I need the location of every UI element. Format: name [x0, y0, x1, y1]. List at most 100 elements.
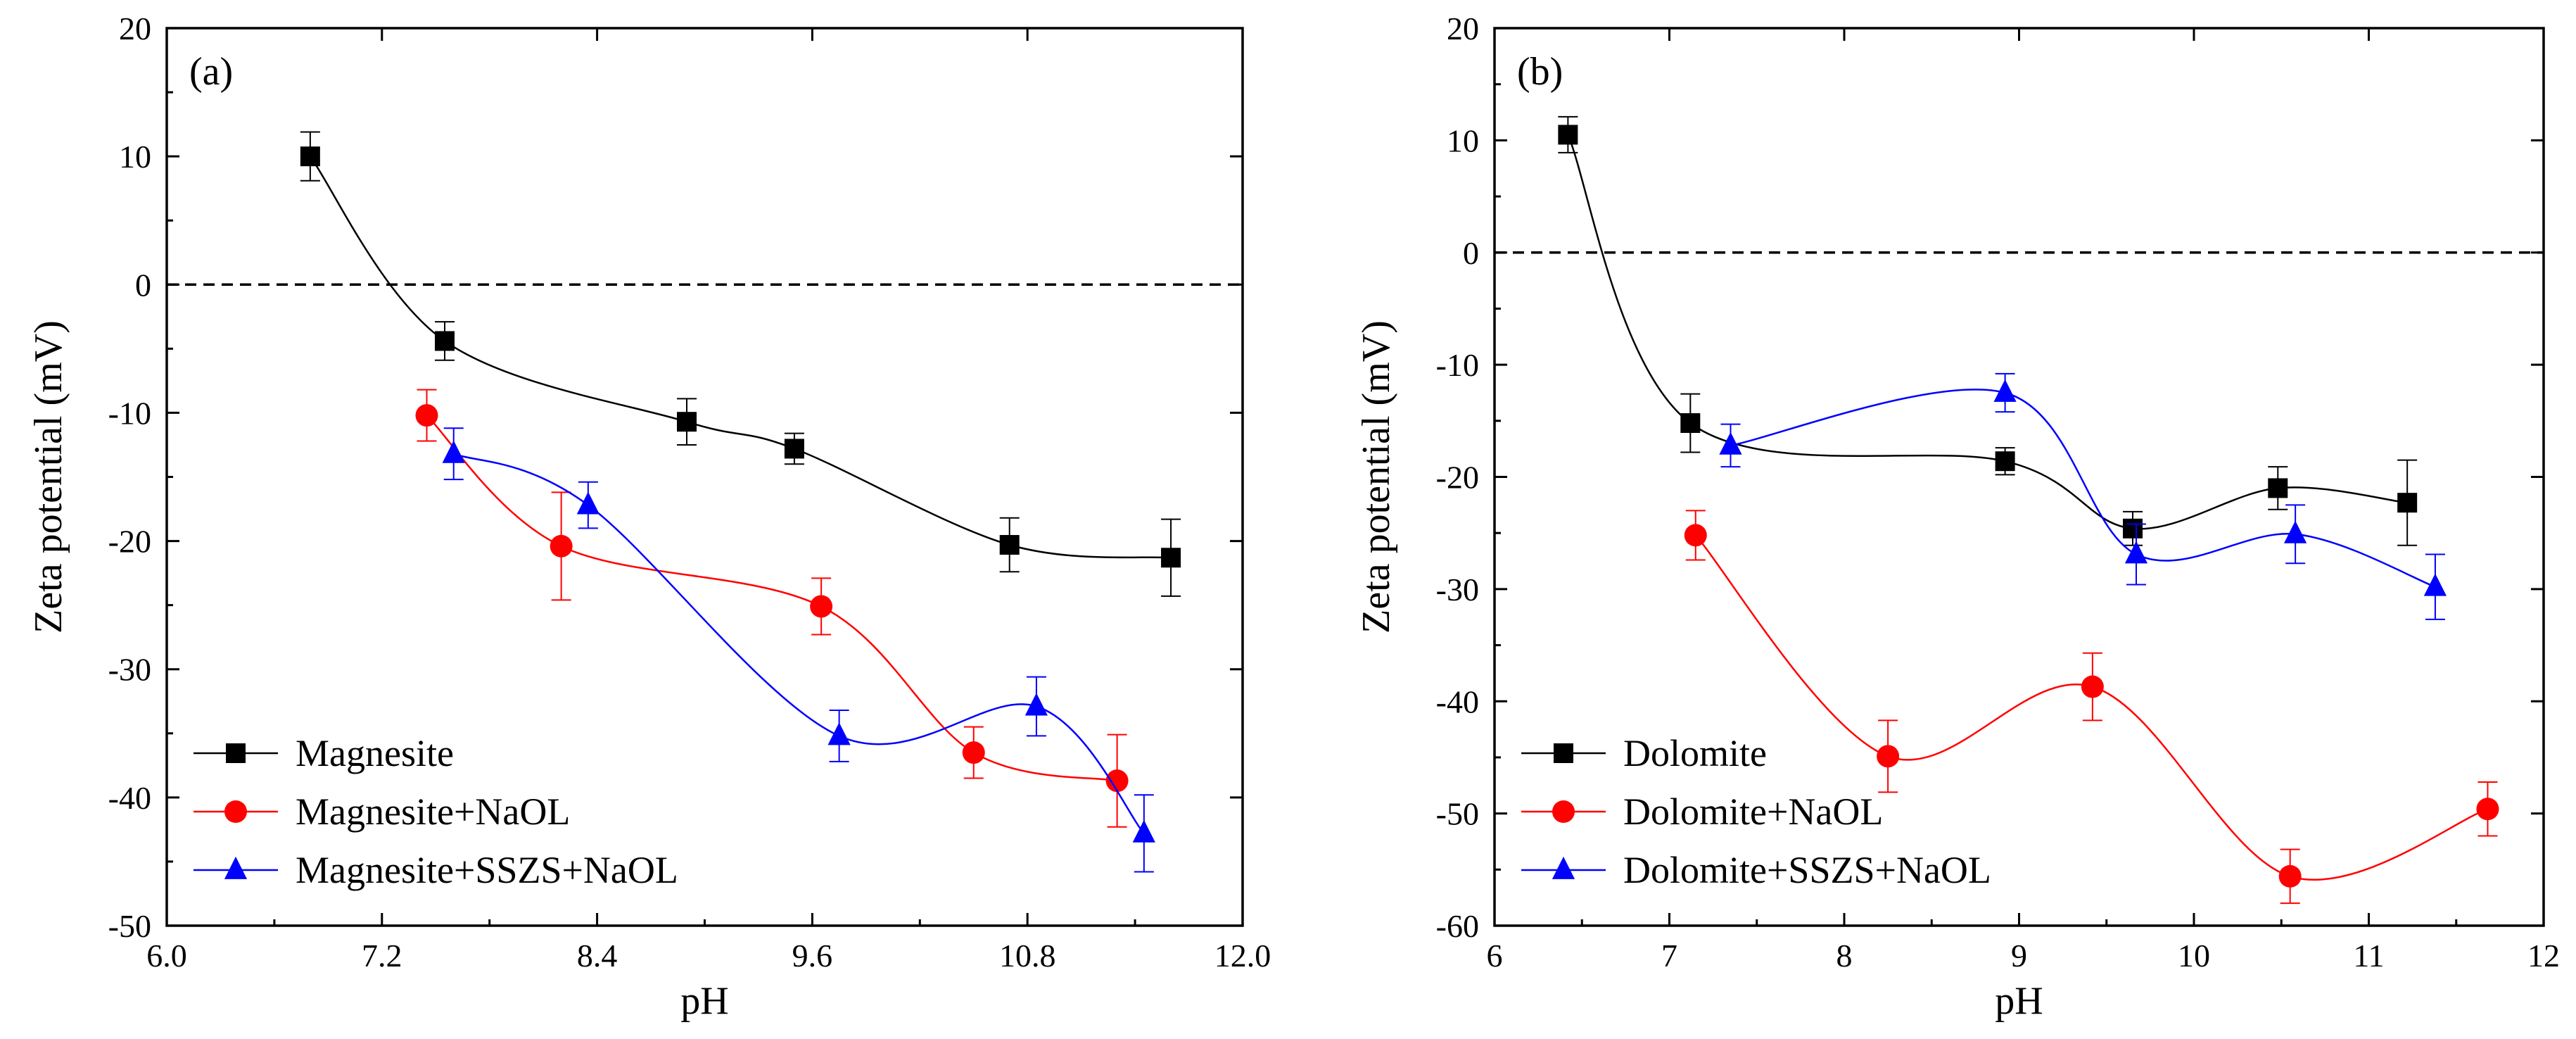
fit-curve — [1567, 134, 2408, 530]
y-tick-label: -10 — [108, 395, 151, 431]
panel-label: (b) — [1517, 50, 1563, 94]
panel-label: (a) — [189, 50, 233, 94]
series-magnesite-sszs-naol — [442, 427, 1155, 873]
legend-label: Dolomite+SSZS+NaOL — [1623, 849, 1991, 891]
y-tick-label: 0 — [135, 267, 151, 303]
data-point — [2124, 541, 2148, 564]
data-point — [677, 412, 697, 432]
x-tick-label: 10.8 — [999, 938, 1056, 974]
x-tick-label: 8.4 — [577, 938, 618, 974]
fit-curve — [309, 156, 1172, 559]
data-point — [2397, 493, 2418, 513]
legend-marker — [226, 743, 246, 763]
data-point — [1993, 379, 2017, 402]
fit-curve — [426, 415, 1117, 782]
y-axis-title: Zeta potential (mV) — [1354, 320, 1398, 634]
x-axis-title: pH — [1995, 979, 2043, 1023]
legend: Magnesite Magnesite+NaOL Magnesite+SSZS+Na… — [193, 732, 678, 891]
legend-marker — [224, 800, 247, 823]
x-tick-label: 9 — [2011, 938, 2027, 974]
data-point — [1161, 548, 1181, 568]
data-point — [1877, 745, 1900, 768]
data-point — [2278, 864, 2302, 888]
x-tick-label: 10 — [2178, 938, 2210, 974]
legend-label: Magnesite+SSZS+NaOL — [296, 849, 678, 891]
legend: Dolomite Dolomite+NaOL Dolomite+SSZS+NaOL — [1521, 732, 1991, 891]
y-tick-label: -40 — [1436, 684, 1479, 719]
y-tick-label: -10 — [1436, 347, 1479, 383]
x-tick-label: 6 — [1487, 938, 1503, 974]
data-point — [1995, 451, 2015, 472]
y-axis: 20 10 0 -10 -20 -30 -40 -50 -60 — [1436, 11, 2544, 944]
x-tick-label: 7 — [1661, 938, 1677, 974]
y-tick-label: -40 — [108, 780, 151, 816]
data-point — [1684, 524, 1707, 547]
series-magnesite — [300, 131, 1181, 597]
data-point — [1558, 125, 1578, 145]
y-tick-label: 20 — [119, 11, 151, 46]
legend-label: Magnesite — [296, 732, 454, 774]
data-point — [550, 534, 573, 558]
data-point — [576, 491, 599, 515]
chart-panel-a: 6.0 7.2 8.4 9.6 10.8 12.0 20 10 0 -10 -20 -30 -40 -50… — [27, 11, 1271, 1023]
data-point — [300, 146, 320, 167]
x-axis: 6.0 7.2 8.4 9.6 10.8 12.0 — [146, 28, 1271, 974]
data-point — [2268, 478, 2288, 498]
x-tick-label: 12 — [2527, 938, 2560, 974]
chart-panel-b: 6 7 8 9 10 11 12 20 10 0 -10 -20 -30 -40 -50 -60 pH Zeta … — [1354, 11, 2560, 1023]
y-tick-label: 10 — [1447, 122, 1479, 158]
legend-label: Dolomite+NaOL — [1623, 791, 1883, 833]
data-point — [442, 440, 465, 463]
legend-marker — [1552, 856, 1575, 879]
fit-curve — [1730, 389, 2436, 588]
y-tick-label: -50 — [1436, 796, 1479, 832]
data-point — [434, 331, 455, 351]
data-point — [999, 535, 1020, 555]
x-tick-label: 12.0 — [1214, 938, 1271, 974]
series-dolomite-sszs-naol — [1719, 372, 2447, 620]
data-point — [784, 439, 804, 459]
data-point — [1105, 769, 1129, 793]
series-magnesite-naol — [415, 389, 1129, 828]
data-point — [962, 741, 985, 764]
x-axis-title: pH — [680, 979, 728, 1023]
data-point — [1024, 693, 1048, 716]
data-point — [415, 404, 438, 427]
y-tick-label: 10 — [119, 139, 151, 175]
data-point — [2423, 573, 2447, 596]
legend-label: Magnesite+NaOL — [296, 791, 570, 833]
y-tick-label: 20 — [1447, 11, 1479, 46]
x-tick-label: 7.2 — [362, 938, 402, 974]
y-tick-label: 0 — [1463, 235, 1479, 271]
legend-label: Dolomite — [1623, 732, 1767, 774]
legend-marker — [224, 856, 248, 879]
y-axis: 20 10 0 -10 -20 -30 -40 -50 — [108, 11, 1243, 944]
x-tick-label: 6.0 — [146, 938, 187, 974]
x-tick-label: 9.6 — [792, 938, 833, 974]
data-point — [1132, 819, 1155, 843]
y-tick-label: -50 — [108, 908, 151, 944]
data-point — [827, 722, 851, 745]
data-point — [1719, 432, 1742, 455]
y-tick-label: -30 — [108, 652, 151, 688]
data-point — [2284, 520, 2307, 543]
data-point — [2476, 798, 2499, 821]
y-tick-label: -30 — [1436, 572, 1479, 607]
legend-marker — [1554, 743, 1573, 763]
x-axis: 6 7 8 9 10 11 12 — [1487, 28, 2560, 974]
y-tick-label: -20 — [1436, 460, 1479, 496]
series-dolomite — [1558, 115, 2418, 546]
y-tick-label: -60 — [1436, 908, 1479, 944]
data-point — [2081, 675, 2104, 698]
x-tick-label: 8 — [1836, 938, 1853, 974]
data-point — [810, 595, 833, 618]
fit-curve — [453, 453, 1145, 834]
data-point — [2123, 518, 2143, 539]
y-axis-title: Zeta potential (mV) — [27, 320, 70, 634]
legend-marker — [1552, 800, 1575, 823]
series-dolomite-naol — [1684, 510, 2499, 905]
x-tick-label: 11 — [2353, 938, 2384, 974]
data-point — [1680, 413, 1701, 433]
y-tick-label: -20 — [108, 524, 151, 560]
